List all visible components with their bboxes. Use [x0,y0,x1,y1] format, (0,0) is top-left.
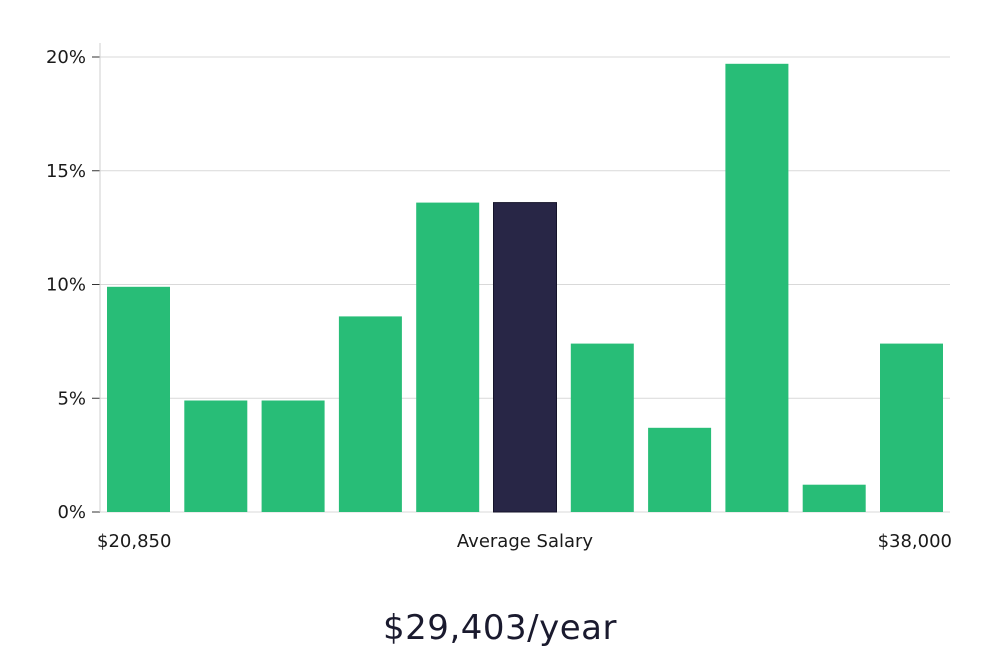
x-label-max: $38,000 [878,531,952,552]
bar-9 [802,484,866,512]
y-tick-label-5: 5% [57,388,86,409]
y-tick-label-10: 10% [46,275,86,296]
bar-6 [570,343,634,512]
bar-7 [648,427,712,512]
y-tick-labels: 0% 5% 10% 15% 20% [46,47,100,523]
x-label-min: $20,850 [97,531,171,552]
bar-1 [184,400,248,512]
x-axis-labels: $20,850 Average Salary $38,000 [97,531,952,552]
bar-8 [725,63,789,513]
average-salary-value: $29,403/year [383,608,617,648]
bar-4 [416,202,480,512]
bar-2 [261,400,325,512]
salary-histogram: 0% 5% 10% 15% 20% $20,850 Average Salary $38… [46,43,952,552]
bar-10 [880,343,943,512]
bar-0 [107,286,170,512]
y-tick-label-15: 15% [46,161,86,182]
y-tick-label-20: 20% [46,47,86,68]
y-tick-label-0: 0% [57,502,86,523]
bar-3 [338,316,402,512]
histogram-bars [107,63,943,513]
x-label-average: Average Salary [457,531,594,552]
bar-highlight-average [493,202,557,513]
